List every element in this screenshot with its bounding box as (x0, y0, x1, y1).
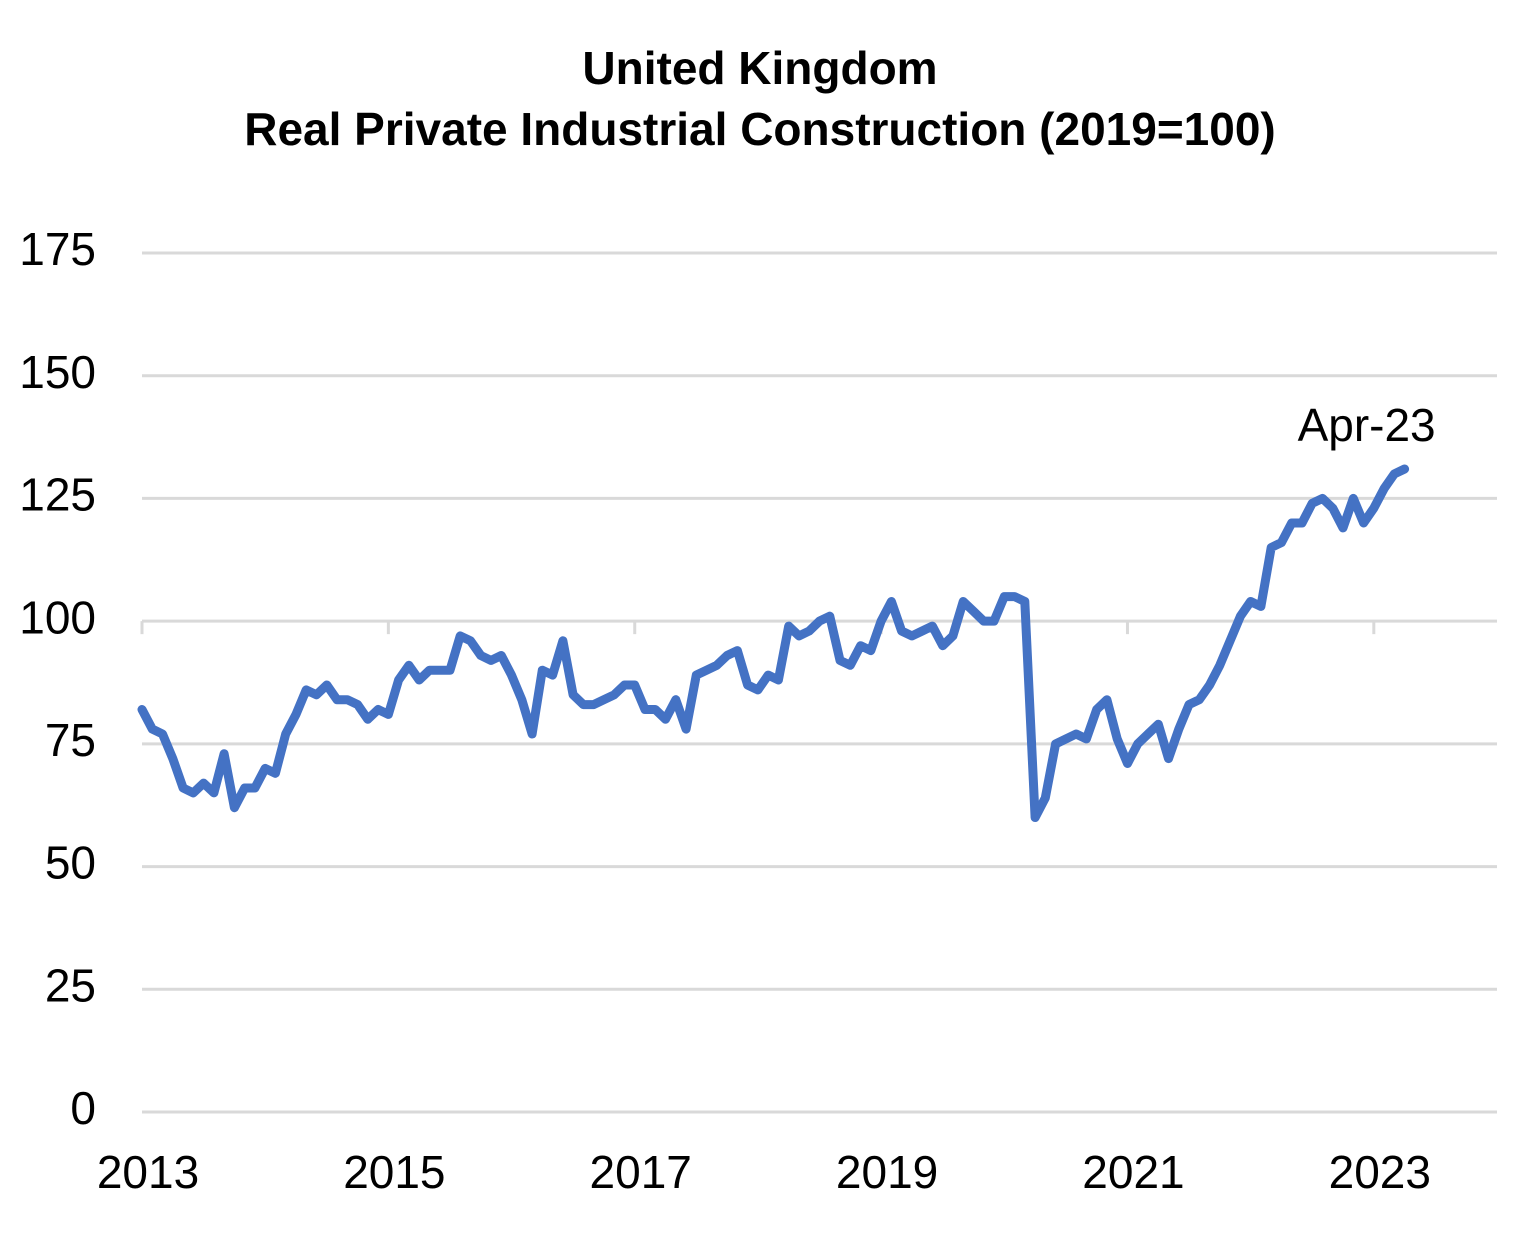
y-tick-label: 100 (19, 591, 96, 643)
y-tick-label: 25 (45, 959, 96, 1011)
y-tick-label: 175 (19, 223, 96, 275)
chart-subtitle: Real Private Industrial Construction (20… (244, 103, 1276, 155)
data-line (137, 464, 1410, 822)
y-tick-label: 0 (70, 1082, 96, 1134)
y-tick-label: 50 (45, 837, 96, 889)
y-tick-label: 125 (19, 469, 96, 521)
x-tick-label: 2019 (836, 1146, 938, 1198)
x-tick-label: 2023 (1329, 1146, 1431, 1198)
y-tick-label: 75 (45, 714, 96, 766)
x-tick-label: 2021 (1082, 1146, 1184, 1198)
x-tick-label: 2015 (343, 1146, 445, 1198)
annotation: Apr-23 (1298, 399, 1436, 451)
chart-title: United Kingdom (582, 42, 937, 94)
y-tick-label: 150 (19, 346, 96, 398)
x-tick-label: 2013 (97, 1146, 199, 1198)
x-tick-label: 2017 (590, 1146, 692, 1198)
